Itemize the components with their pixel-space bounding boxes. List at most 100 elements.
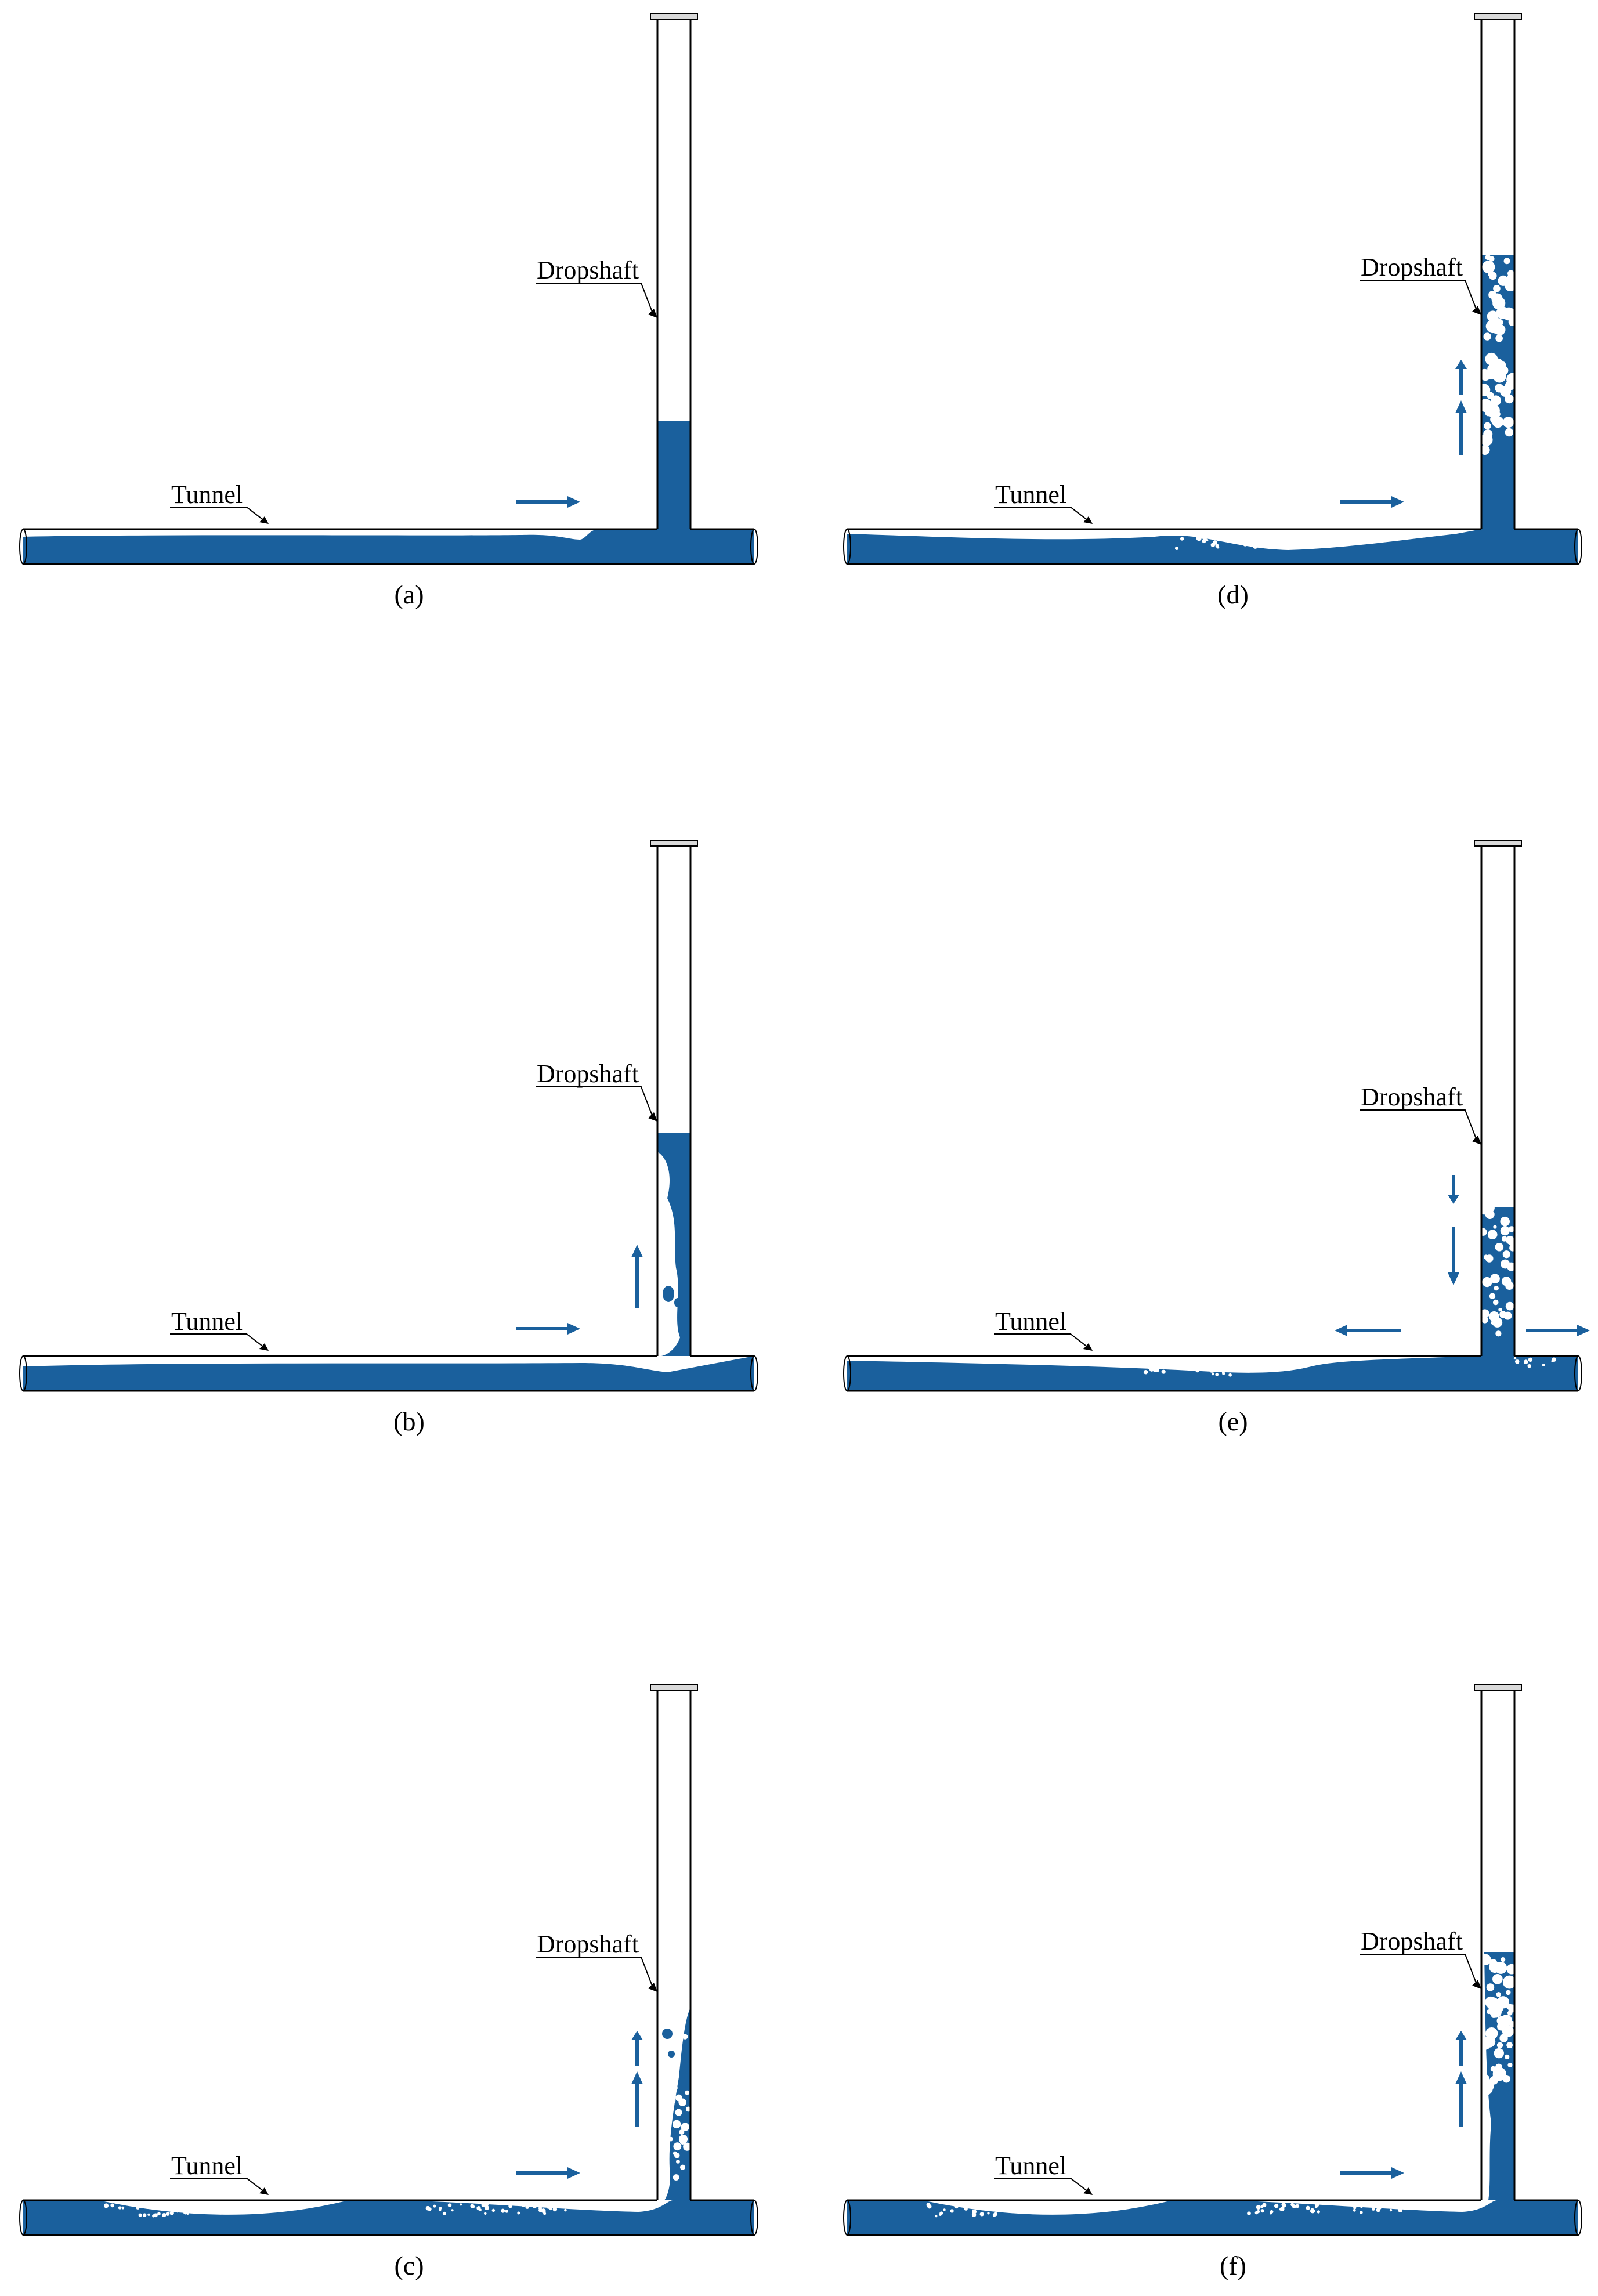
air-bubble [1505,1281,1514,1290]
air-bubble [1485,410,1492,417]
structure-outline [843,1684,1582,2236]
air-bubble [1492,1973,1503,1984]
air-bubble [1505,2054,1510,2059]
dropshaft-wall [656,19,692,529]
air-bubble [1483,429,1493,439]
air-bubble [447,2203,452,2207]
air-bubble [486,2207,489,2210]
labels: Tunnel Dropshaft [170,1060,657,1351]
air-bubble [1202,539,1206,544]
tunnel-end-left [843,529,851,565]
air-bubble [1487,1203,1495,1212]
dropshaft-water [1479,1203,1516,1356]
air-bubble [479,2208,482,2211]
air-bubble [162,2212,167,2218]
air-bubble [157,2212,161,2216]
panel-a: Tunnel Dropshaft (a) [19,13,758,609]
air-bubble [1317,2210,1320,2214]
air-bubble [1279,2208,1282,2211]
air-bubble [525,2205,529,2209]
air-bubble [1490,395,1501,406]
air-bubble [1492,369,1506,383]
panels-layer: TunnelDropshaft(a)TunnelDropshaft(b)Tunn… [19,13,1590,2280]
air-bubble [1493,1225,1497,1229]
air-bubble [1003,2204,1007,2209]
air-bubble [1483,332,1491,341]
air-bubble [1480,1954,1491,1965]
flow-arrow-right [1340,2167,1404,2179]
air-bubble [1479,1228,1487,1236]
air-bubble [451,2209,454,2212]
air-bubble [1506,2042,1513,2049]
labels: Tunnel Dropshaft [994,1083,1481,1351]
air-bubble [1161,1369,1166,1374]
air-bubble [1485,2027,1498,2040]
air-bubble [147,2213,150,2217]
air-bubble [1373,2202,1378,2207]
air-bubble [501,2208,505,2213]
air-bubble [1228,1373,1232,1377]
air-bubble [552,2207,558,2212]
dropshaft-cap [1474,13,1522,20]
air-bubble [671,2084,678,2091]
air-bubble [1271,536,1277,542]
air-bubble [1492,1299,1499,1306]
air-bubble [685,2090,690,2095]
air-bubble [484,2212,487,2215]
tunnel-leader-arrowhead [259,516,269,524]
tunnel-leader-arrowhead [259,2187,269,2195]
air-bubble [505,2210,508,2213]
air-bubble [1306,2205,1310,2210]
air-bubble [681,2123,690,2131]
air-bubble [1210,543,1216,547]
air-bubble [1505,1990,1511,1995]
tunnel-end-right [1574,1355,1582,1391]
air-bubble [541,2208,546,2214]
air-bubble [1551,1359,1554,1362]
shaft-bubbles [1477,254,1520,455]
air-bubble [1203,1364,1207,1368]
labels: Tunnel Dropshaft [994,253,1481,524]
air-bubble [1481,1317,1488,1324]
air-bubble [1274,2204,1279,2208]
tunnel-label: Tunnel [995,1307,1066,1336]
air-bubble [1174,546,1179,551]
air-bubble [1398,2208,1402,2212]
tunnel-bubbles-right [425,2201,567,2215]
air-bubble [926,2203,931,2207]
tunnel-bubbles-left [104,2203,189,2218]
air-bubble [1484,1210,1488,1216]
air-bubble [1492,1317,1503,1328]
air-bubble [460,2203,462,2206]
tunnel-water [847,2200,1578,2235]
air-bubble [1262,2203,1267,2207]
air-bubble [1360,2211,1363,2214]
tunnel-leader [170,507,265,521]
air-bubble [1372,2207,1375,2211]
structure-outline [19,1684,758,2236]
air-bubble [1487,1230,1498,1240]
tunnel-end-right [750,1355,758,1391]
air-bubble [521,2202,526,2207]
air-bubble [1496,319,1503,326]
air-bubble [1191,1366,1194,1369]
air-bubble [1477,2080,1491,2094]
air-bubble [110,2203,115,2208]
dropshaft-leader-arrowhead [1472,1980,1481,1989]
air-bubble [1482,261,1495,274]
air-bubble [1489,1961,1501,1973]
air-bubble [1237,1368,1241,1373]
structure-outline [19,840,758,1392]
air-bubble [1501,1957,1506,1962]
air-bubble [1162,1365,1165,1368]
air-bubble [984,2208,988,2211]
air-bubble [1353,2206,1357,2210]
air-bubble [1500,1226,1510,1236]
air-bubble [1360,2205,1363,2208]
air-bubble [1274,546,1277,549]
air-bubble [1206,538,1209,542]
tunnel-end-right [750,529,758,565]
air-bubble [1180,1365,1184,1368]
dropshaft-water [1477,254,1520,529]
